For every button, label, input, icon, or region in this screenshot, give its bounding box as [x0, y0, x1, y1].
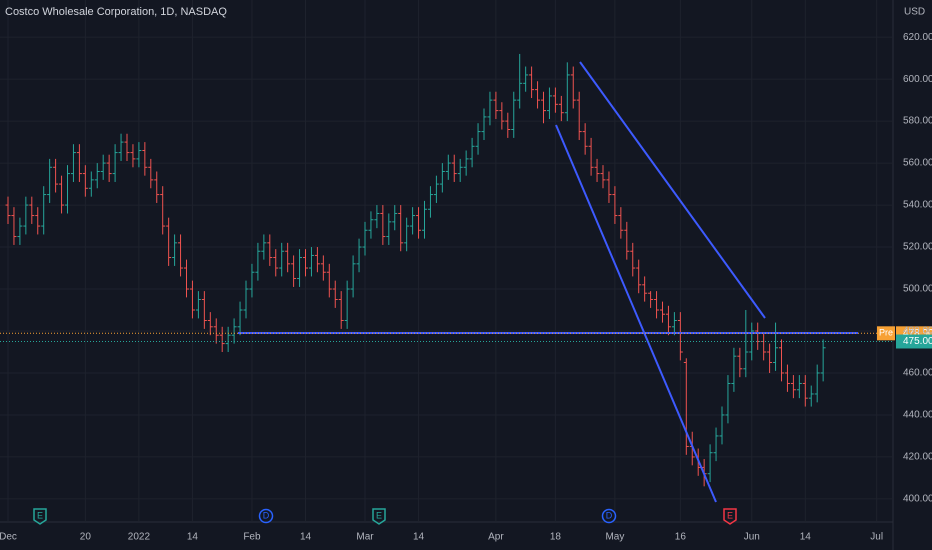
x-tick-label: Feb — [243, 532, 261, 543]
y-tick-label: 600.00 — [903, 74, 932, 85]
event-label: E — [37, 510, 43, 520]
x-tick-label: Apr — [488, 532, 504, 543]
event-marker — [372, 508, 386, 525]
event-marker — [723, 508, 737, 525]
y-tick-label: 620.00 — [903, 32, 932, 43]
event-marker — [601, 508, 617, 524]
x-tick-label: 14 — [800, 532, 812, 543]
x-tick-label: Mar — [356, 532, 374, 543]
y-tick-label: 560.00 — [903, 158, 932, 169]
price-tag: Pre — [879, 328, 893, 338]
x-tick-label: May — [605, 532, 624, 543]
x-tick-label: 20 — [80, 532, 92, 543]
x-tick-label: 16 — [675, 532, 687, 543]
chart-title: Costco Wholesale Corporation, 1D, NASDAQ — [5, 6, 227, 18]
event-label: D — [606, 510, 613, 520]
y-tick-label: 540.00 — [903, 200, 932, 211]
y-tick-label: 520.00 — [903, 242, 932, 253]
x-tick-label: 14 — [413, 532, 425, 543]
event-marker — [33, 508, 47, 525]
y-tick-label: 500.00 — [903, 284, 932, 295]
grid — [0, 0, 893, 522]
y-tick-label: 420.00 — [903, 452, 932, 463]
bars — [5, 53, 826, 487]
x-tick-label: 14 — [187, 532, 199, 543]
y-tick-label: 400.00 — [903, 494, 932, 505]
price-tag-box — [877, 326, 895, 341]
y-tick-label: 480.00 — [903, 326, 932, 337]
x-tick-label: Jun — [744, 532, 760, 543]
x-tick-label: 18 — [550, 532, 562, 543]
y-tick-label: 580.00 — [903, 116, 932, 127]
event-label: E — [727, 510, 733, 520]
price-label: 478.90 — [903, 328, 932, 339]
x-tick-label: Dec — [0, 532, 17, 543]
event-label: D — [263, 510, 270, 520]
trend-line — [579, 61, 766, 319]
trend-line — [555, 124, 717, 503]
price-label-box — [896, 334, 932, 349]
x-tick-label: 2022 — [128, 532, 151, 543]
y-tick-label: 460.00 — [903, 368, 932, 379]
x-tick-label: 14 — [300, 532, 312, 543]
currency-label: USD — [904, 7, 925, 18]
x-tick-label: Jul — [870, 532, 883, 543]
price-label: 475.00 — [903, 336, 932, 347]
event-marker — [258, 508, 274, 524]
event-label: E — [376, 510, 382, 520]
drawings — [238, 61, 858, 503]
y-tick-label: 440.00 — [903, 410, 932, 421]
overlay: 478.90 Pre 475.00 E D E D E — [0, 326, 932, 525]
